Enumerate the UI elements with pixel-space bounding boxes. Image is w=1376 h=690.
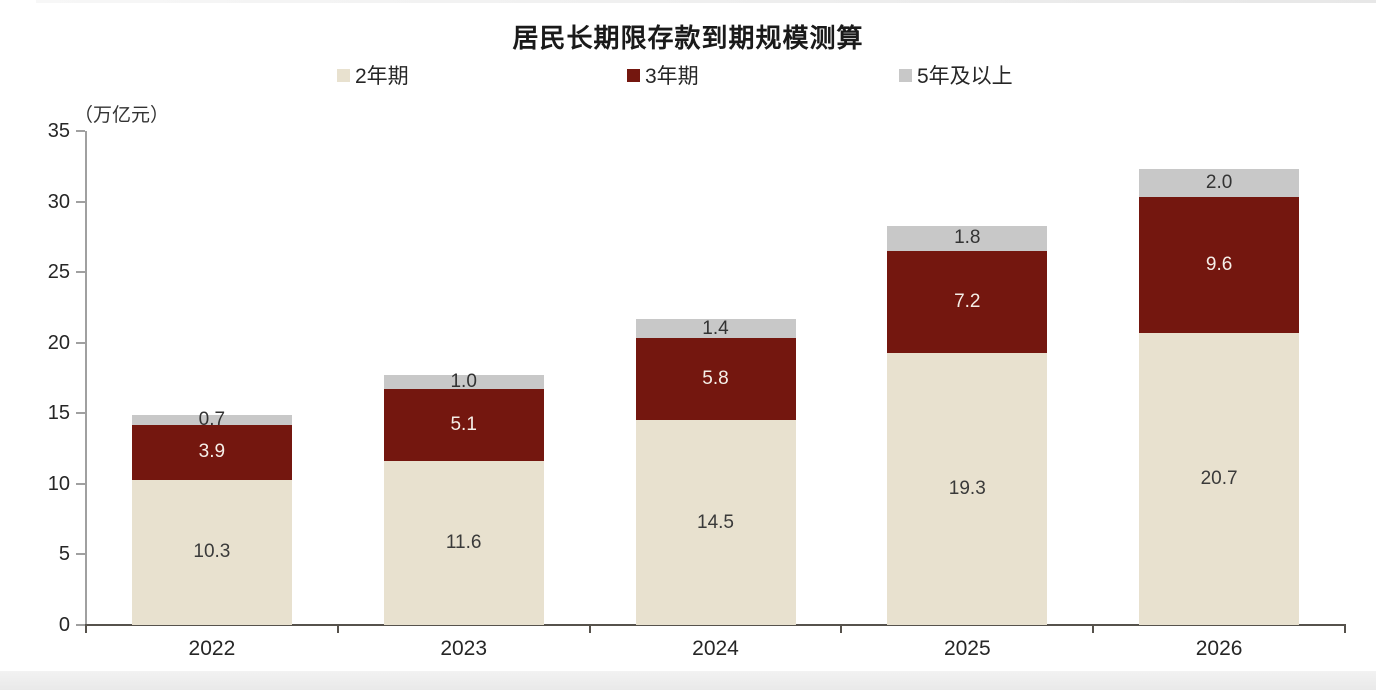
legend-swatch-5y-icon — [899, 68, 912, 82]
bar-segment-5年及以上-2022 — [131, 414, 292, 425]
legend-label-5y: 5年及以上 — [917, 65, 1013, 88]
bar-segment-2年期-2022 — [131, 479, 292, 625]
legend-item-5y: 5年及以上 — [899, 61, 1013, 89]
x-axis-tick-1 — [336, 626, 339, 633]
segment-label-2年期-2026: 20.7 — [1200, 467, 1238, 489]
bar-segment-3年期-2024 — [635, 338, 796, 421]
legend-label-2y: 2年期 — [355, 65, 409, 88]
x-axis-line — [77, 624, 1346, 626]
segment-label-5年及以上-2022: 0.7 — [198, 408, 226, 430]
segment-label-2年期-2025: 19.3 — [948, 477, 986, 499]
y-axis-tick-25 — [76, 271, 85, 274]
legend: 2年期 3年期 5年及以上 — [0, 61, 1376, 89]
y-tick-label-15: 15 — [47, 402, 70, 425]
legend-swatch-3y-icon — [627, 68, 640, 82]
segment-label-5年及以上-2024: 1.4 — [702, 317, 729, 339]
segment-label-2年期-2023: 11.6 — [445, 532, 482, 554]
y-axis-tick-10 — [76, 482, 85, 485]
y-axis-tick-5 — [76, 553, 85, 556]
y-axis-tick-35 — [76, 130, 85, 132]
y-axis-unit-label: （万亿元） — [74, 105, 170, 126]
y-tick-label-20: 20 — [47, 331, 70, 354]
x-tick-label-2023: 2023 — [440, 637, 488, 660]
legend-item-2y: 2年期 — [337, 61, 409, 89]
y-axis-line — [85, 131, 87, 632]
bar-segment-2年期-2023 — [383, 461, 544, 625]
x-tick-label-2026: 2026 — [1195, 637, 1243, 660]
bar-segment-5年及以上-2025 — [887, 225, 1048, 251]
bar-segment-2年期-2024 — [635, 420, 796, 625]
segment-label-5年及以上-2026: 2.0 — [1205, 172, 1233, 194]
segment-label-3年期-2023: 5.1 — [450, 414, 477, 436]
x-tick-label-2025: 2025 — [943, 637, 991, 660]
segment-label-3年期-2025: 7.2 — [954, 290, 981, 312]
legend-label-3y: 3年期 — [645, 65, 699, 88]
legend-item-3y: 3年期 — [627, 61, 699, 89]
bar-segment-5年及以上-2026 — [1139, 169, 1300, 198]
bar-segment-2年期-2026 — [1139, 332, 1300, 625]
x-axis-tick-3 — [840, 626, 843, 633]
segment-label-2年期-2022: 10.3 — [193, 541, 231, 563]
x-axis-tick-5 — [1344, 626, 1346, 633]
bar-segment-3年期-2025 — [887, 250, 1048, 353]
bar-segment-5年及以上-2023 — [383, 375, 544, 390]
y-tick-label-0: 0 — [58, 614, 70, 636]
y-tick-label-5: 5 — [58, 543, 70, 566]
x-axis-tick-2 — [588, 626, 591, 633]
y-tick-label-25: 25 — [47, 261, 70, 284]
bar-segment-3年期-2023 — [383, 389, 544, 462]
bar-segment-3年期-2022 — [131, 424, 292, 480]
segment-label-3年期-2026: 9.6 — [1205, 254, 1233, 276]
y-tick-label-35: 35 — [47, 120, 70, 142]
y-axis-tick-0 — [76, 624, 85, 626]
segment-label-3年期-2024: 5.8 — [702, 368, 729, 390]
x-tick-label-2024: 2024 — [692, 637, 739, 660]
segment-label-5年及以上-2023: 1.0 — [450, 371, 477, 393]
bar-segment-2年期-2025 — [887, 352, 1048, 625]
legend-swatch-2y-icon — [337, 68, 350, 82]
x-axis-tick-0 — [85, 626, 87, 633]
y-axis-tick-30 — [76, 200, 85, 203]
y-axis-tick-20 — [76, 341, 85, 344]
x-axis-tick-4 — [1092, 626, 1095, 633]
chart-title: 居民长期限存款到期规模测算 — [512, 23, 864, 53]
segment-label-5年及以上-2025: 1.8 — [954, 227, 981, 249]
bar-segment-5年及以上-2024 — [635, 318, 796, 339]
segment-label-3年期-2022: 3.9 — [198, 441, 226, 463]
page-top-edge — [36, 0, 1376, 3]
segment-label-2年期-2024: 14.5 — [697, 511, 734, 533]
x-tick-label-2022: 2022 — [188, 637, 236, 660]
page-bottom-edge — [0, 671, 1376, 690]
y-tick-label-30: 30 — [47, 190, 70, 213]
y-axis-tick-15 — [76, 412, 85, 415]
bar-segment-3年期-2026 — [1139, 197, 1300, 333]
y-tick-label-10: 10 — [47, 472, 70, 495]
